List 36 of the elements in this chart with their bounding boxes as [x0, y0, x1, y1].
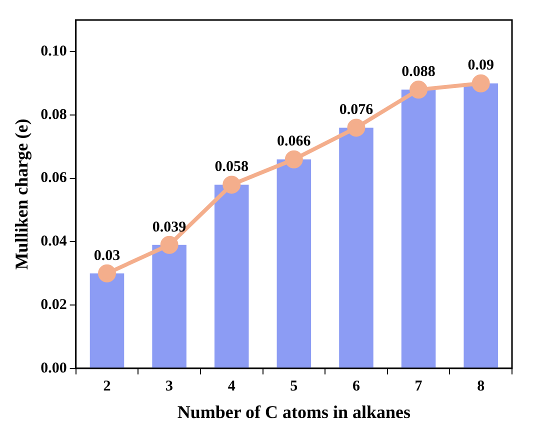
data-label: 0.088: [402, 64, 436, 80]
y-tick-label: 0.02: [40, 296, 67, 313]
x-tick-label: 3: [166, 378, 174, 394]
y-tick-label: 0.08: [40, 106, 67, 123]
point: [347, 118, 366, 137]
data-label: 0.039: [152, 219, 186, 236]
point: [160, 236, 178, 254]
x-tick-label: 4: [228, 378, 236, 394]
bar: [276, 159, 312, 368]
data-label: 0.058: [214, 159, 248, 176]
y-tick-label: 0.04: [40, 234, 68, 250]
data-label: 0.066: [277, 134, 312, 150]
data-label: 0.076: [339, 102, 374, 118]
point: [222, 176, 241, 194]
y-axis-title: Mulliken charge (e): [11, 118, 32, 270]
point: [98, 264, 116, 282]
bar: [90, 273, 124, 368]
x-tick-label: 5: [290, 378, 298, 394]
bar: [401, 90, 436, 368]
x-tick-label: 7: [414, 378, 423, 394]
point: [284, 150, 303, 168]
point: [410, 80, 428, 99]
bar: [339, 128, 374, 368]
bar: [214, 184, 249, 368]
y-tick-label: 0.10: [40, 44, 67, 60]
y-tick-label: 0.00: [40, 360, 67, 376]
data-label: 0.03: [94, 248, 120, 264]
x-axis-title: Number of C atoms in alkanes: [177, 402, 411, 422]
y-tick-label: 0.06: [40, 170, 68, 186]
bar: [464, 83, 498, 368]
x-tick-label: 6: [352, 378, 360, 394]
bar: [152, 244, 186, 368]
data-label: 0.09: [468, 58, 494, 74]
x-tick-label: 2: [103, 378, 111, 394]
x-tick-label: 8: [477, 378, 485, 394]
point: [472, 74, 490, 92]
